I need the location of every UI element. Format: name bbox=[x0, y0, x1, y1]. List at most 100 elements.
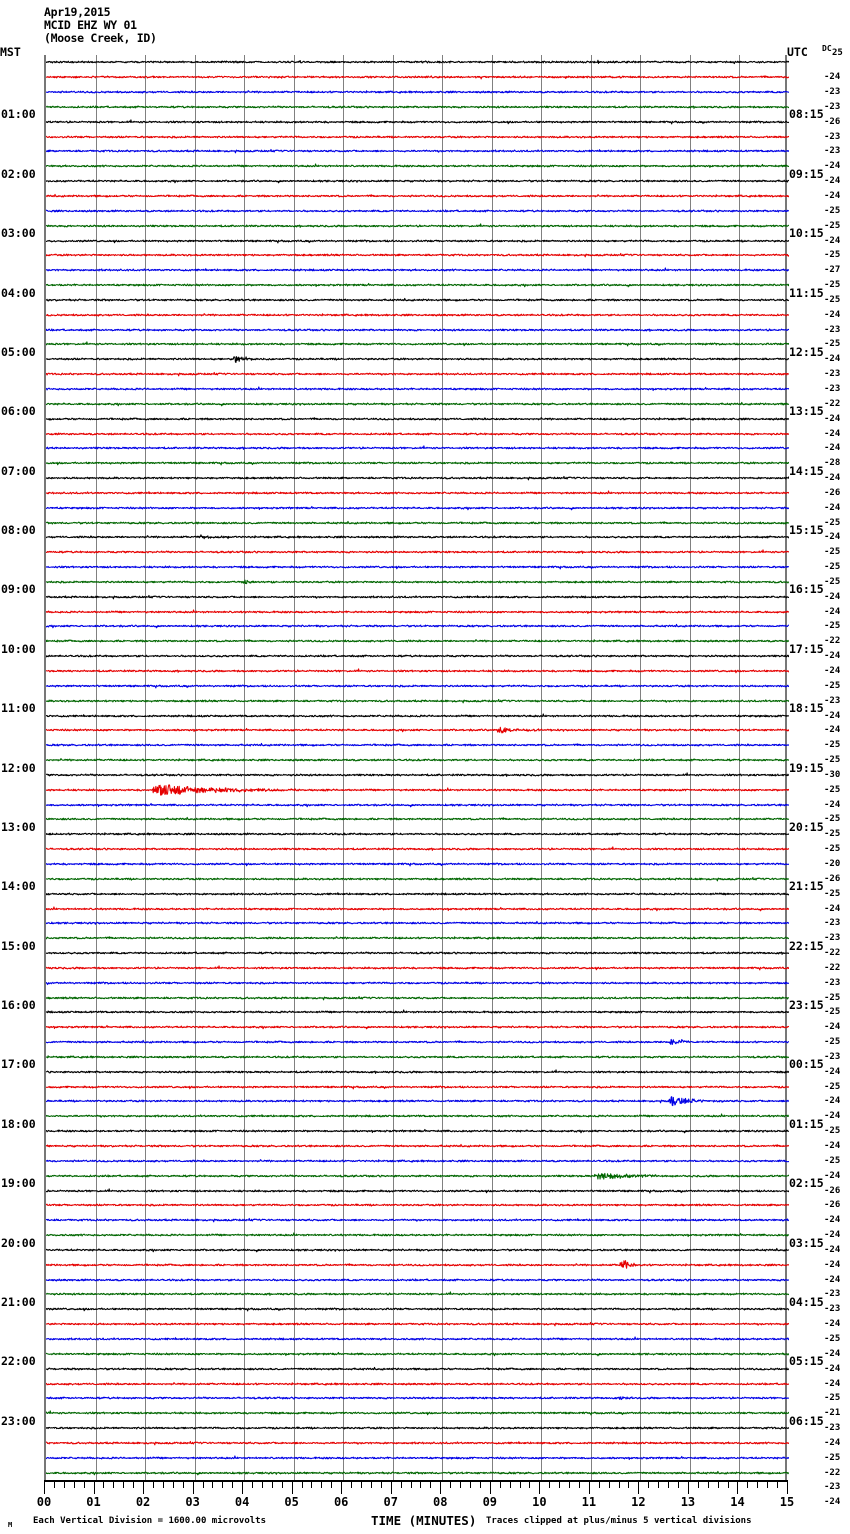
seismic-trace bbox=[46, 853, 789, 875]
dc-offset-value: -24 bbox=[824, 1244, 841, 1255]
seismic-trace bbox=[46, 1387, 789, 1409]
utc-time-label: 04:15 bbox=[789, 1294, 824, 1309]
dc-offset-value: -25 bbox=[824, 1126, 841, 1137]
utc-time-label: 08:15 bbox=[789, 107, 824, 122]
dc-offset-value: -25 bbox=[824, 220, 841, 231]
seismic-trace bbox=[46, 1417, 789, 1439]
dc-offset-value: -26 bbox=[824, 1200, 841, 1211]
seismic-trace bbox=[46, 304, 789, 326]
seismic-trace bbox=[46, 764, 789, 786]
x-tick-minor bbox=[598, 1480, 600, 1488]
mst-time-label: 10:00 bbox=[1, 641, 36, 656]
seismic-trace bbox=[46, 808, 789, 830]
utc-time-label: 20:15 bbox=[789, 819, 824, 834]
x-tick-minor bbox=[757, 1480, 759, 1488]
grid-line-minute-10 bbox=[541, 55, 543, 1480]
x-tick-major bbox=[787, 1480, 788, 1494]
seismic-trace bbox=[46, 289, 789, 311]
x-tick-label: 02 bbox=[135, 1495, 151, 1509]
dc-offset-value: -25 bbox=[824, 1393, 841, 1404]
x-tick-label: 13 bbox=[680, 1495, 696, 1509]
seismic-trace bbox=[46, 1343, 789, 1365]
x-tick-major bbox=[44, 1480, 45, 1494]
dc-offset-value: -25 bbox=[824, 829, 841, 840]
seismic-trace bbox=[46, 1224, 789, 1246]
seismic-trace bbox=[46, 660, 789, 682]
seismic-trace bbox=[46, 512, 789, 534]
dc-offset-value: -25 bbox=[824, 576, 841, 587]
x-tick-minor bbox=[301, 1480, 303, 1488]
footer-corner-mark: M bbox=[8, 1521, 13, 1529]
x-tick-minor bbox=[172, 1480, 174, 1488]
seismic-trace bbox=[46, 615, 789, 637]
x-tick-minor bbox=[232, 1480, 234, 1488]
utc-time-label: 18:15 bbox=[789, 701, 824, 716]
x-tick-label: 01 bbox=[86, 1495, 101, 1509]
x-tick-minor bbox=[182, 1480, 184, 1488]
x-tick-minor bbox=[400, 1480, 402, 1488]
seismic-trace bbox=[46, 185, 789, 207]
mst-time-label: 17:00 bbox=[1, 1057, 36, 1072]
dc-offset-value: -23 bbox=[824, 933, 841, 944]
x-tick-minor bbox=[569, 1480, 571, 1488]
grid-line-minute-5 bbox=[293, 55, 295, 1480]
dc-offset-value: -25 bbox=[824, 1081, 841, 1092]
dc-offset-value: -24 bbox=[824, 532, 841, 543]
utc-time-label: 23:15 bbox=[789, 998, 824, 1012]
dc-offset-value: -24 bbox=[824, 799, 841, 810]
dc-offset-value: -24 bbox=[824, 428, 841, 439]
grid-line-minute-9 bbox=[491, 55, 493, 1480]
dc-offset-value: -23 bbox=[824, 131, 841, 142]
dc-offset-value: -25 bbox=[824, 250, 841, 261]
x-tick-minor bbox=[460, 1480, 462, 1488]
seismic-trace bbox=[46, 749, 789, 771]
x-tick-minor bbox=[83, 1480, 85, 1488]
seismic-trace bbox=[46, 1194, 789, 1216]
seismic-trace bbox=[46, 571, 789, 593]
seismic-trace bbox=[46, 690, 789, 712]
dc-offset-value: -25 bbox=[824, 888, 841, 899]
dc-offset-value: -24 bbox=[824, 1215, 841, 1226]
x-tick-major bbox=[638, 1480, 640, 1494]
dc-offset-value: -25 bbox=[824, 280, 841, 291]
seismic-trace bbox=[46, 1254, 789, 1276]
seismic-trace bbox=[46, 912, 789, 934]
x-tick-label: 11 bbox=[581, 1495, 597, 1509]
x-tick-minor bbox=[202, 1480, 204, 1488]
mst-time-label: 09:00 bbox=[1, 582, 36, 597]
dc-offset-value: -23 bbox=[824, 101, 841, 112]
x-tick-minor bbox=[351, 1480, 353, 1488]
dc-offset-value: -25 bbox=[824, 844, 841, 855]
x-tick-minor bbox=[311, 1480, 313, 1488]
seismic-trace bbox=[46, 779, 789, 801]
seismic-trace bbox=[46, 1180, 789, 1202]
seismic-trace bbox=[46, 734, 789, 756]
x-tick-minor bbox=[281, 1480, 283, 1488]
seismic-trace bbox=[46, 675, 789, 697]
x-tick-label: 12 bbox=[631, 1495, 646, 1509]
x-tick-major bbox=[143, 1480, 145, 1494]
dc-offset-value: -23 bbox=[824, 918, 841, 929]
mst-time-label: 02:00 bbox=[1, 166, 36, 181]
x-tick-minor bbox=[321, 1480, 323, 1488]
dc-offset-value: -28 bbox=[824, 458, 841, 469]
x-tick-minor bbox=[162, 1480, 164, 1488]
dc-offset-value: -24 bbox=[824, 606, 841, 617]
dc-offset-value: -25 bbox=[824, 205, 841, 216]
utc-time-label: 12:15 bbox=[789, 344, 824, 359]
x-tick-minor bbox=[549, 1480, 551, 1488]
dc-axis-label: DC bbox=[822, 44, 832, 53]
seismic-trace bbox=[46, 155, 789, 177]
dc-offset-value: -24 bbox=[824, 443, 841, 454]
x-tick-label: 10 bbox=[532, 1495, 547, 1509]
dc-offset-value: -23 bbox=[824, 383, 841, 394]
seismic-trace bbox=[46, 170, 789, 192]
x-tick-minor bbox=[559, 1480, 561, 1488]
dc-offset-value: -23 bbox=[824, 1304, 841, 1315]
x-tick-minor bbox=[53, 1480, 55, 1488]
dc-offset-value: -22 bbox=[824, 1467, 841, 1478]
dc-offset-value: -24 bbox=[824, 710, 841, 721]
dc-offset-value: -24 bbox=[824, 1497, 841, 1508]
dc-offset-value: -21 bbox=[824, 1408, 841, 1419]
helicorder-plot bbox=[44, 55, 789, 1480]
